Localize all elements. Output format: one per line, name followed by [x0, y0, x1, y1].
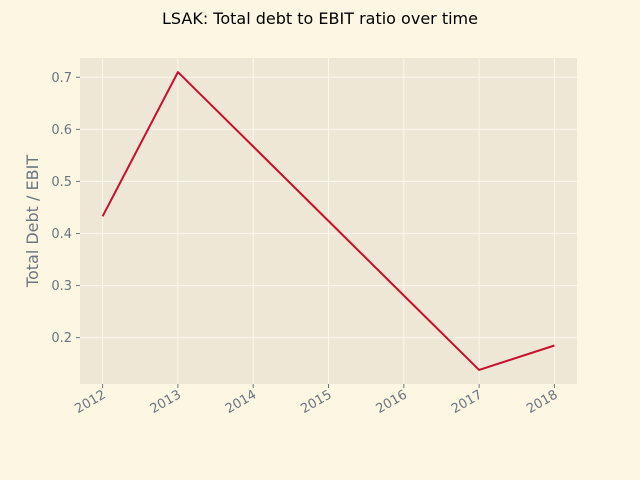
x-tick-label: 2018	[524, 387, 560, 417]
x-axis: 2012 2013 2014 2015 2016 2017 2018	[72, 384, 560, 417]
y-axis: 0.2 0.3 0.4 0.5 0.6 0.7	[51, 71, 80, 346]
x-tick-label: 2012	[72, 387, 108, 417]
y-axis-label: Total Debt / EBIT	[23, 155, 42, 288]
y-tick-label: 0.5	[51, 175, 72, 190]
y-tick-label: 0.3	[51, 279, 72, 294]
chart-title: LSAK: Total debt to EBIT ratio over time	[162, 9, 478, 28]
x-tick-label: 2017	[449, 387, 485, 417]
y-tick-label: 0.4	[51, 227, 72, 242]
series-line	[101, 71, 555, 371]
y-tick-label: 0.7	[51, 71, 72, 86]
x-tick-label: 2014	[223, 387, 259, 417]
x-tick-label: 2016	[374, 387, 410, 417]
x-tick-label: 2015	[298, 387, 334, 417]
grid-lines	[80, 58, 577, 384]
series-lines	[101, 71, 555, 371]
x-tick-label: 2013	[148, 387, 184, 417]
y-tick-label: 0.6	[51, 123, 72, 138]
y-tick-label: 0.2	[51, 331, 72, 346]
